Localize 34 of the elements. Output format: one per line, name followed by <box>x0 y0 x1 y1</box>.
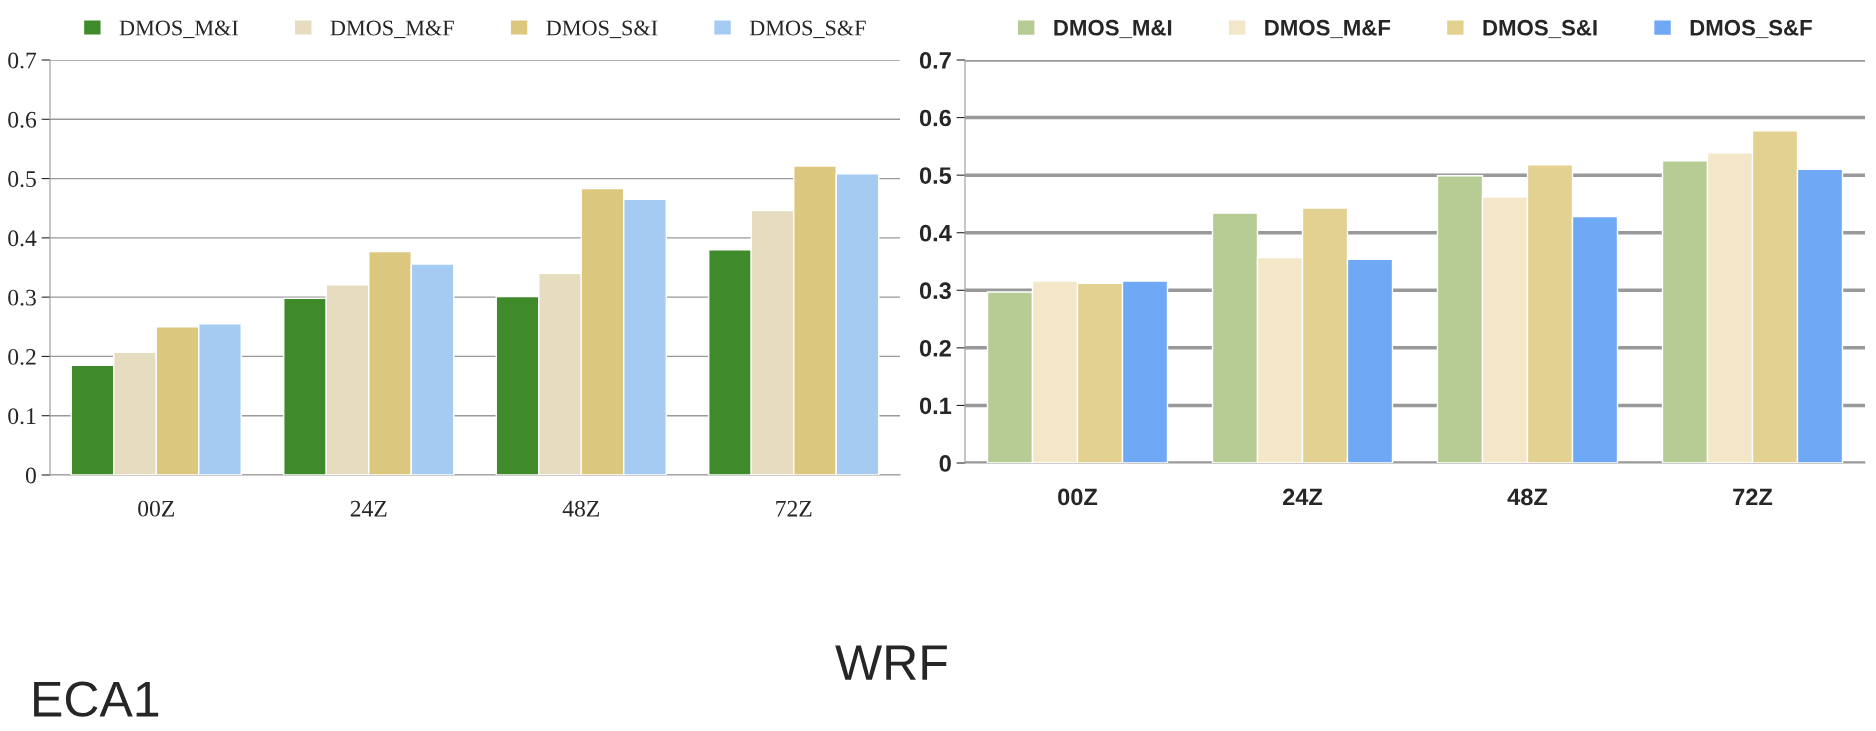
legend-label: DMOS_M&F <box>330 20 454 39</box>
x-tick-label: 48Z <box>1507 488 1548 506</box>
x-tick-label: 24Z <box>1282 488 1323 506</box>
legend-label: DMOS_S&F <box>1690 19 1812 39</box>
y-tick-label: 0.5 <box>8 171 36 188</box>
y-tick-label: 0.6 <box>8 111 37 128</box>
x-tick-label: 48Z <box>562 500 599 517</box>
text: ECA1 <box>34 681 159 717</box>
legend-label: DMOS_S&I <box>1483 19 1597 39</box>
y-tick-label: 0.4 <box>919 224 952 242</box>
x-tick-label: 24Z <box>350 500 387 517</box>
y-tick-label: 0.1 <box>919 397 952 415</box>
y-tick-label: 0.3 <box>8 289 36 306</box>
x-tick-label: 72Z <box>1733 488 1773 506</box>
y-tick-label: 0.7 <box>919 52 951 69</box>
legend-label: DMOS_M&I <box>1054 19 1172 39</box>
y-tick-label: 0 <box>25 467 36 484</box>
y-tick-label: 0.4 <box>8 230 37 247</box>
y-tick-label: 0.5 <box>919 167 952 184</box>
y-tick-label: 0.7 <box>8 52 37 69</box>
legend-label: DMOS_M&I <box>119 20 238 39</box>
y-tick-label: 0.2 <box>8 348 36 365</box>
text: WRF <box>835 645 947 680</box>
y-tick-label: 0 <box>939 455 951 472</box>
y-tick-label: 0.3 <box>919 282 951 300</box>
legend-label: DMOS_M&F <box>1265 19 1391 39</box>
legend-label: DMOS_S&F <box>749 20 866 39</box>
y-tick-label: 0.1 <box>8 408 36 425</box>
x-tick-label: 00Z <box>138 500 174 517</box>
x-tick-label: 00Z <box>1058 488 1098 506</box>
legend-label: DMOS_S&I <box>546 20 658 39</box>
y-tick-label: 0.6 <box>919 109 951 127</box>
x-tick-label: 72Z <box>776 500 812 517</box>
y-tick-label: 0.2 <box>919 339 951 357</box>
